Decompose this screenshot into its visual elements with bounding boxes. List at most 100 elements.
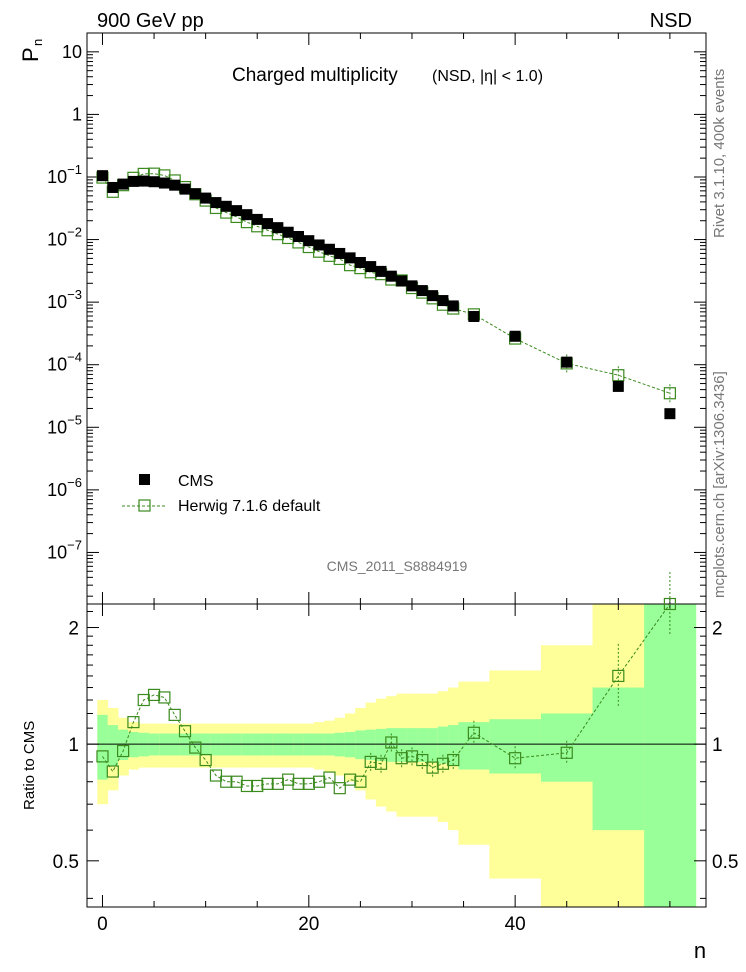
header-right: NSD bbox=[650, 10, 692, 32]
ratio-point bbox=[333, 782, 346, 795]
band-inner-bin bbox=[406, 728, 418, 762]
cms-point bbox=[272, 222, 284, 234]
legend: CMS Herwig 7.1.6 default bbox=[122, 473, 321, 515]
ratio-point bbox=[168, 708, 181, 721]
band-inner-bin bbox=[644, 604, 697, 907]
ratio-point bbox=[323, 771, 336, 784]
herwig-point bbox=[612, 369, 625, 382]
ratio-point bbox=[395, 752, 408, 765]
cms-point bbox=[251, 213, 263, 225]
x-tick-label: 0 bbox=[97, 914, 108, 935]
ratio-series bbox=[96, 572, 676, 795]
cms-point bbox=[210, 197, 222, 209]
cms-point bbox=[612, 380, 624, 392]
y-tick-label: 10−5 bbox=[47, 412, 82, 437]
ratio-tick-label-right: 0.5 bbox=[712, 852, 738, 873]
band-inner-bin bbox=[386, 728, 397, 762]
x-tick-label: 20 bbox=[298, 914, 319, 935]
axis-ticks: 10 1 10−1 10−2 10−3 10−4 10−5 10−6 10−7 2 2 1 1 0.5 0.… bbox=[47, 32, 738, 935]
ratio-point bbox=[220, 775, 233, 788]
ratio-point bbox=[209, 769, 223, 782]
cms-point bbox=[262, 218, 274, 230]
cms-point bbox=[138, 175, 150, 187]
ratio-point bbox=[467, 726, 480, 739]
ratio-point bbox=[663, 597, 676, 611]
ratio-point bbox=[354, 775, 367, 788]
ratio-point bbox=[230, 775, 243, 788]
ratio-point bbox=[271, 777, 284, 790]
cms-point bbox=[117, 178, 129, 190]
cms-point bbox=[189, 188, 201, 200]
cms-point bbox=[561, 356, 573, 368]
mcplots-reference-label: mcplots.cern.ch [arXiv:1306.3436] bbox=[711, 371, 728, 598]
ratio-point bbox=[416, 753, 429, 767]
band-inner-bin bbox=[437, 726, 449, 764]
ratio-point bbox=[313, 775, 326, 788]
cms-point bbox=[344, 252, 356, 264]
legend-cms-label: CMS bbox=[178, 473, 214, 490]
header-left: 900 GeV pp bbox=[97, 10, 204, 32]
band-inner-bin bbox=[427, 728, 439, 762]
legend-herwig-marker bbox=[138, 499, 151, 512]
cms-point bbox=[220, 200, 232, 212]
band-inner-bin bbox=[117, 729, 129, 761]
top-panel-frame bbox=[86, 32, 707, 605]
ratio-point bbox=[106, 765, 119, 778]
ratio-point bbox=[385, 736, 398, 749]
cms-point bbox=[158, 177, 170, 189]
ratio-point bbox=[117, 744, 130, 758]
band-inner-bin bbox=[375, 728, 387, 761]
cms-series bbox=[96, 170, 676, 420]
ratio-point bbox=[364, 755, 377, 768]
cms-point bbox=[313, 239, 325, 251]
cms-point bbox=[241, 209, 253, 221]
ratio-point bbox=[199, 753, 212, 767]
cms-point bbox=[664, 408, 676, 420]
x-axis-label: n bbox=[694, 938, 706, 963]
cms-point bbox=[96, 170, 108, 182]
ratio-point bbox=[509, 752, 522, 765]
herwig-point bbox=[663, 387, 676, 400]
y-tick-label: 10−4 bbox=[47, 350, 82, 375]
cms-point bbox=[427, 290, 439, 302]
band-inner-bin bbox=[396, 728, 408, 762]
cms-point bbox=[231, 205, 243, 217]
cms-point bbox=[375, 265, 387, 277]
cms-point bbox=[509, 330, 521, 342]
y-tick-label: 10−2 bbox=[47, 225, 82, 250]
y-tick-label: 10−3 bbox=[47, 287, 82, 312]
herwig-series bbox=[96, 167, 676, 403]
y-tick-label: 1 bbox=[72, 104, 82, 124]
ratio-panel-frame bbox=[86, 603, 707, 908]
y-axis-label-bottom: Ratio to CMS bbox=[21, 721, 38, 810]
x-tick-label: 40 bbox=[505, 914, 526, 935]
legend-herwig-label: Herwig 7.1.6 default bbox=[178, 498, 321, 515]
ratio-point bbox=[158, 691, 171, 704]
ratio-point bbox=[178, 725, 192, 738]
cms-point bbox=[107, 181, 119, 193]
ratio-point bbox=[96, 750, 109, 763]
ratio-tick-label-left: 1 bbox=[68, 735, 79, 756]
ratio-point bbox=[343, 773, 357, 786]
band-inner-bin bbox=[592, 687, 645, 831]
plot-subtitle: (NSD, |η| < 1.0) bbox=[432, 68, 543, 85]
band-inner-bin bbox=[365, 729, 377, 761]
cms-point bbox=[365, 261, 377, 273]
y-axis-label-top-main: P bbox=[18, 47, 43, 62]
band-inner-bin bbox=[107, 725, 119, 766]
band-inner-bin bbox=[355, 730, 367, 760]
ratio-point bbox=[292, 777, 305, 790]
cms-point bbox=[179, 183, 191, 195]
ratio-point bbox=[261, 777, 274, 790]
ratio-tick-label-left: 0.5 bbox=[53, 852, 79, 873]
cms-point bbox=[127, 175, 139, 187]
ratio-point bbox=[240, 779, 254, 793]
ratio-point bbox=[426, 761, 439, 774]
analysis-id: CMS_2011_S8884919 bbox=[327, 558, 468, 574]
cms-point bbox=[148, 176, 160, 188]
ratio-point bbox=[147, 688, 161, 702]
cms-point bbox=[169, 179, 181, 191]
ratio-point bbox=[405, 750, 419, 763]
cms-point bbox=[447, 300, 459, 312]
